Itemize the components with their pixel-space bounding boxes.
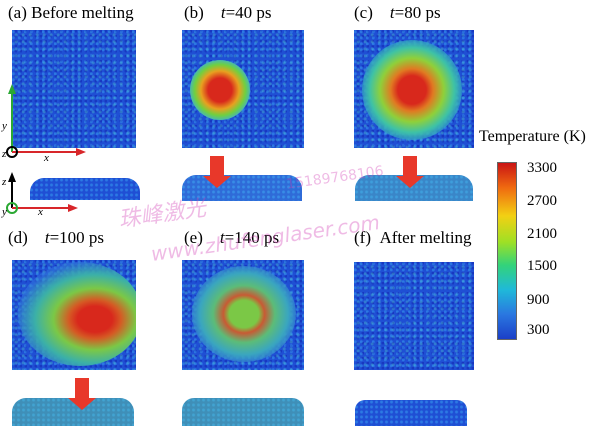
side-axis-label-y: y	[2, 206, 7, 218]
colorbar-tick: 2100	[527, 226, 557, 242]
top-view-d	[12, 260, 136, 370]
panel-letter: (d)	[8, 228, 28, 247]
panel-letter: (a)	[8, 3, 27, 22]
side-view-e	[182, 398, 304, 426]
side-view-b	[182, 175, 302, 201]
panel-time-value: =140 ps	[224, 228, 280, 247]
panel-time-var: t	[44, 228, 50, 247]
side-axis-label-z: z	[2, 176, 7, 188]
panel-a-label: (a) Before melting	[8, 3, 134, 23]
axis-label-y: y	[2, 120, 7, 132]
panel-letter: (b)	[184, 3, 204, 22]
temperature-colorbar	[497, 162, 517, 340]
panel-f-label: (f) After melting	[354, 228, 472, 248]
colorbar-title: Temperature (K)	[479, 128, 586, 145]
top-view-c	[354, 30, 474, 148]
panel-title: Before melting	[31, 3, 134, 22]
panel-time-value: =100 ps	[49, 228, 105, 247]
panel-time-var: t	[220, 3, 226, 22]
top-axis-indicator	[6, 84, 86, 158]
panel-e-label: (e) t=140 ps	[184, 228, 279, 248]
top-view-b	[182, 30, 304, 148]
hot-spot	[362, 40, 462, 140]
panel-letter: (e)	[184, 228, 203, 247]
colorbar-tick: 900	[527, 292, 550, 308]
top-view-e	[182, 260, 304, 370]
side-axis-label-x: x	[38, 206, 43, 218]
panel-time-var: t	[219, 228, 225, 247]
hot-spot	[192, 266, 296, 362]
panel-c-label: (c) t=80 ps	[354, 3, 441, 23]
hot-spot	[190, 60, 250, 120]
hot-spot	[18, 262, 136, 366]
laser-arrow	[396, 156, 424, 188]
panel-time-var: t	[389, 3, 395, 22]
panel-b-label: (b) t=40 ps	[184, 3, 272, 23]
top-view-a	[12, 30, 136, 148]
top-view-f	[354, 262, 474, 370]
axis-label-x: x	[44, 152, 49, 164]
colorbar-tick: 2700	[527, 193, 557, 209]
side-axis-indicator	[6, 172, 78, 214]
side-view-a	[30, 178, 140, 200]
laser-arrow	[203, 156, 231, 188]
axis-label-z: z	[2, 148, 7, 160]
panel-letter: (f)	[354, 228, 371, 247]
laser-arrow	[68, 378, 96, 410]
colorbar-tick: 3300	[527, 160, 557, 176]
panel-time-value: =80 ps	[394, 3, 441, 22]
panel-time-value: =40 ps	[225, 3, 272, 22]
panel-title: After melting	[379, 228, 472, 247]
panel-letter: (c)	[354, 3, 373, 22]
panel-d-label: (d) t=100 ps	[8, 228, 104, 248]
colorbar-tick: 300	[527, 322, 550, 338]
side-view-f	[355, 400, 467, 426]
colorbar-tick: 1500	[527, 258, 557, 274]
